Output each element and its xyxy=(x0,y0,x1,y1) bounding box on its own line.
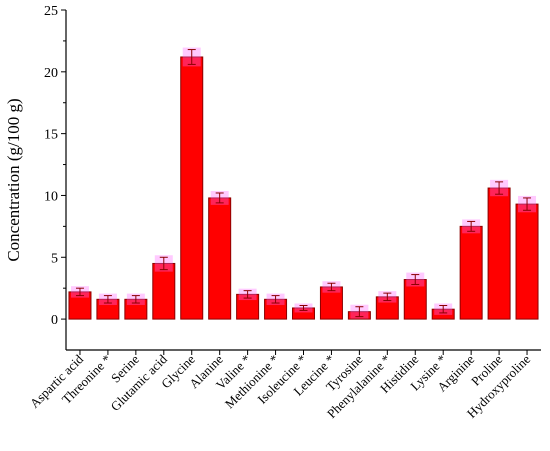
bar xyxy=(487,187,511,320)
y-tick-label: 15 xyxy=(44,128,58,143)
y-tick-label: 20 xyxy=(44,66,58,81)
bar xyxy=(208,197,232,320)
y-tick-label: 25 xyxy=(44,4,58,19)
bar xyxy=(152,262,176,320)
y-tick-label: 10 xyxy=(44,189,58,204)
bar xyxy=(180,56,204,320)
y-axis-label: Concentration (g/100 g) xyxy=(4,98,23,261)
y-tick-label: 5 xyxy=(51,251,58,266)
y-tick-label: 0 xyxy=(51,313,58,328)
bar xyxy=(459,225,483,320)
bar xyxy=(515,203,539,320)
